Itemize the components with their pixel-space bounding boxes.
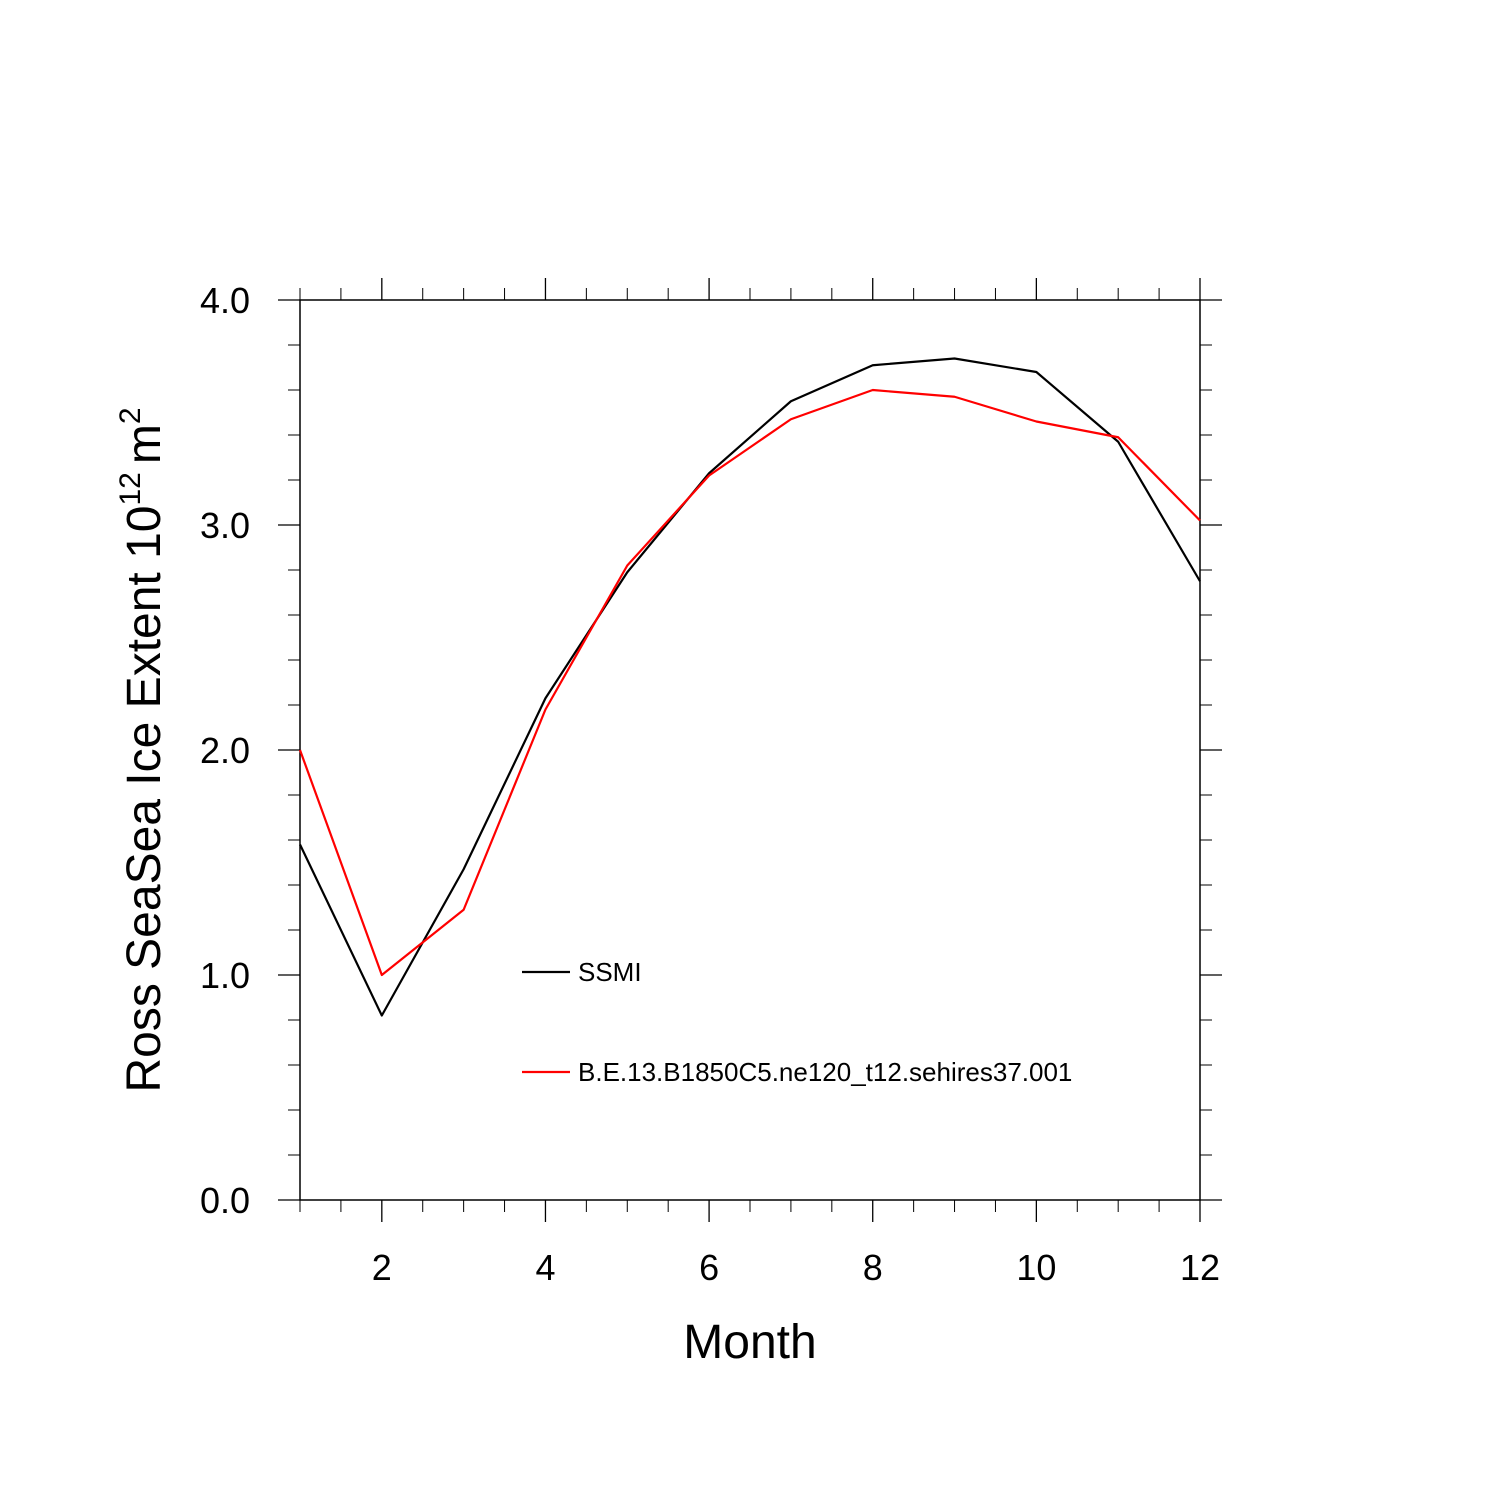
x-tick-label: 12	[1180, 1247, 1220, 1288]
y-axis-title-main: Ross SeaSea Ice Extent 10	[118, 506, 171, 1093]
x-tick-label: 10	[1016, 1247, 1056, 1288]
x-tick-labels: 2 4 6 8 10 12	[372, 1247, 1220, 1288]
legend: SSMI B.E.13.B1850C5.ne120_t12.sehires37.0…	[522, 957, 1072, 1087]
legend-label-2: B.E.13.B1850C5.ne120_t12.sehires37.001	[578, 1057, 1072, 1087]
legend-label-1: SSMI	[578, 957, 642, 987]
x-tick-label: 2	[372, 1247, 392, 1288]
y-tick-label: 0.0	[200, 1180, 250, 1221]
y-tick-label: 3.0	[200, 505, 250, 546]
series-layer	[298, 357, 1201, 1017]
x-tick-label: 8	[863, 1247, 883, 1288]
y-axis-title-unit: m	[118, 424, 171, 464]
y-tick-label: 4.0	[200, 280, 250, 321]
x-tick-label: 6	[699, 1247, 719, 1288]
y-axis-title-unit-exponent: 2	[114, 407, 147, 424]
series-line-1	[299, 357, 1201, 1017]
y-axis-title: Ross SeaSea Ice Extent 1012 m2	[114, 407, 171, 1092]
y-axis-title-exponent: 12	[114, 472, 147, 505]
y-tick-label: 2.0	[200, 730, 250, 771]
x-axis-title: Month	[683, 1316, 816, 1369]
y-tick-label: 1.0	[200, 955, 250, 996]
series-line-2	[298, 388, 1201, 977]
major-ticks	[278, 278, 1222, 1222]
x-tick-label: 4	[535, 1247, 555, 1288]
y-tick-labels: 0.0 1.0 2.0 3.0 4.0	[200, 280, 250, 1221]
minor-ticks	[288, 288, 1212, 1212]
